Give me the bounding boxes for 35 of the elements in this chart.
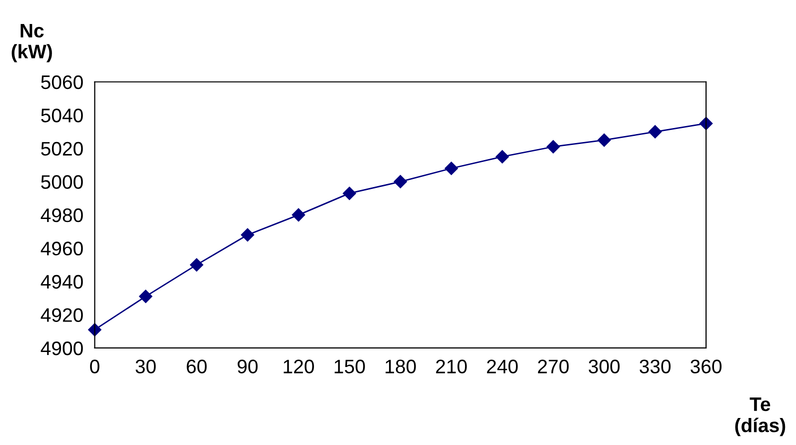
x-tick-label: 60 bbox=[186, 360, 207, 374]
point bbox=[394, 175, 407, 188]
x-tick-label: 90 bbox=[238, 360, 258, 374]
y-tick-label: 4980 bbox=[40, 208, 83, 222]
x-tick-label: 30 bbox=[136, 360, 156, 374]
y-tick-label: 5060 bbox=[41, 75, 83, 90]
x-tick-label: 330 bbox=[640, 360, 671, 374]
x-tick-label: 0 bbox=[90, 360, 100, 374]
point bbox=[546, 140, 560, 154]
point bbox=[598, 134, 611, 147]
point bbox=[240, 228, 254, 242]
x-tick-label: 120 bbox=[284, 360, 314, 374]
y-tick-label: 5000 bbox=[41, 175, 83, 189]
y-tick-label: 4900 bbox=[40, 341, 83, 356]
x-tick-label: 360 bbox=[690, 360, 722, 374]
point bbox=[190, 258, 204, 272]
point bbox=[444, 162, 458, 175]
point bbox=[292, 208, 306, 222]
x-tick-label: 270 bbox=[538, 360, 569, 374]
point bbox=[139, 290, 152, 304]
y-tick-label: 5020 bbox=[41, 142, 83, 156]
x-tick-label: 300 bbox=[588, 360, 620, 374]
y-tick-label: 5040 bbox=[41, 108, 83, 122]
x-tick-label: 210 bbox=[436, 360, 467, 374]
point bbox=[496, 150, 509, 164]
x-tick-label: 150 bbox=[334, 360, 365, 374]
y-tick-label: 4920 bbox=[40, 308, 83, 322]
x-tick-label: 180 bbox=[386, 360, 416, 374]
y-tick-label: 4960 bbox=[40, 242, 83, 256]
point bbox=[648, 125, 662, 138]
x-axis-title: Te (días) bbox=[735, 398, 786, 436]
y-axis-title: Nc (kW) bbox=[12, 24, 52, 62]
y-tick-label: 4940 bbox=[40, 274, 83, 289]
x-tick-label: 240 bbox=[487, 360, 518, 374]
point bbox=[342, 186, 356, 200]
